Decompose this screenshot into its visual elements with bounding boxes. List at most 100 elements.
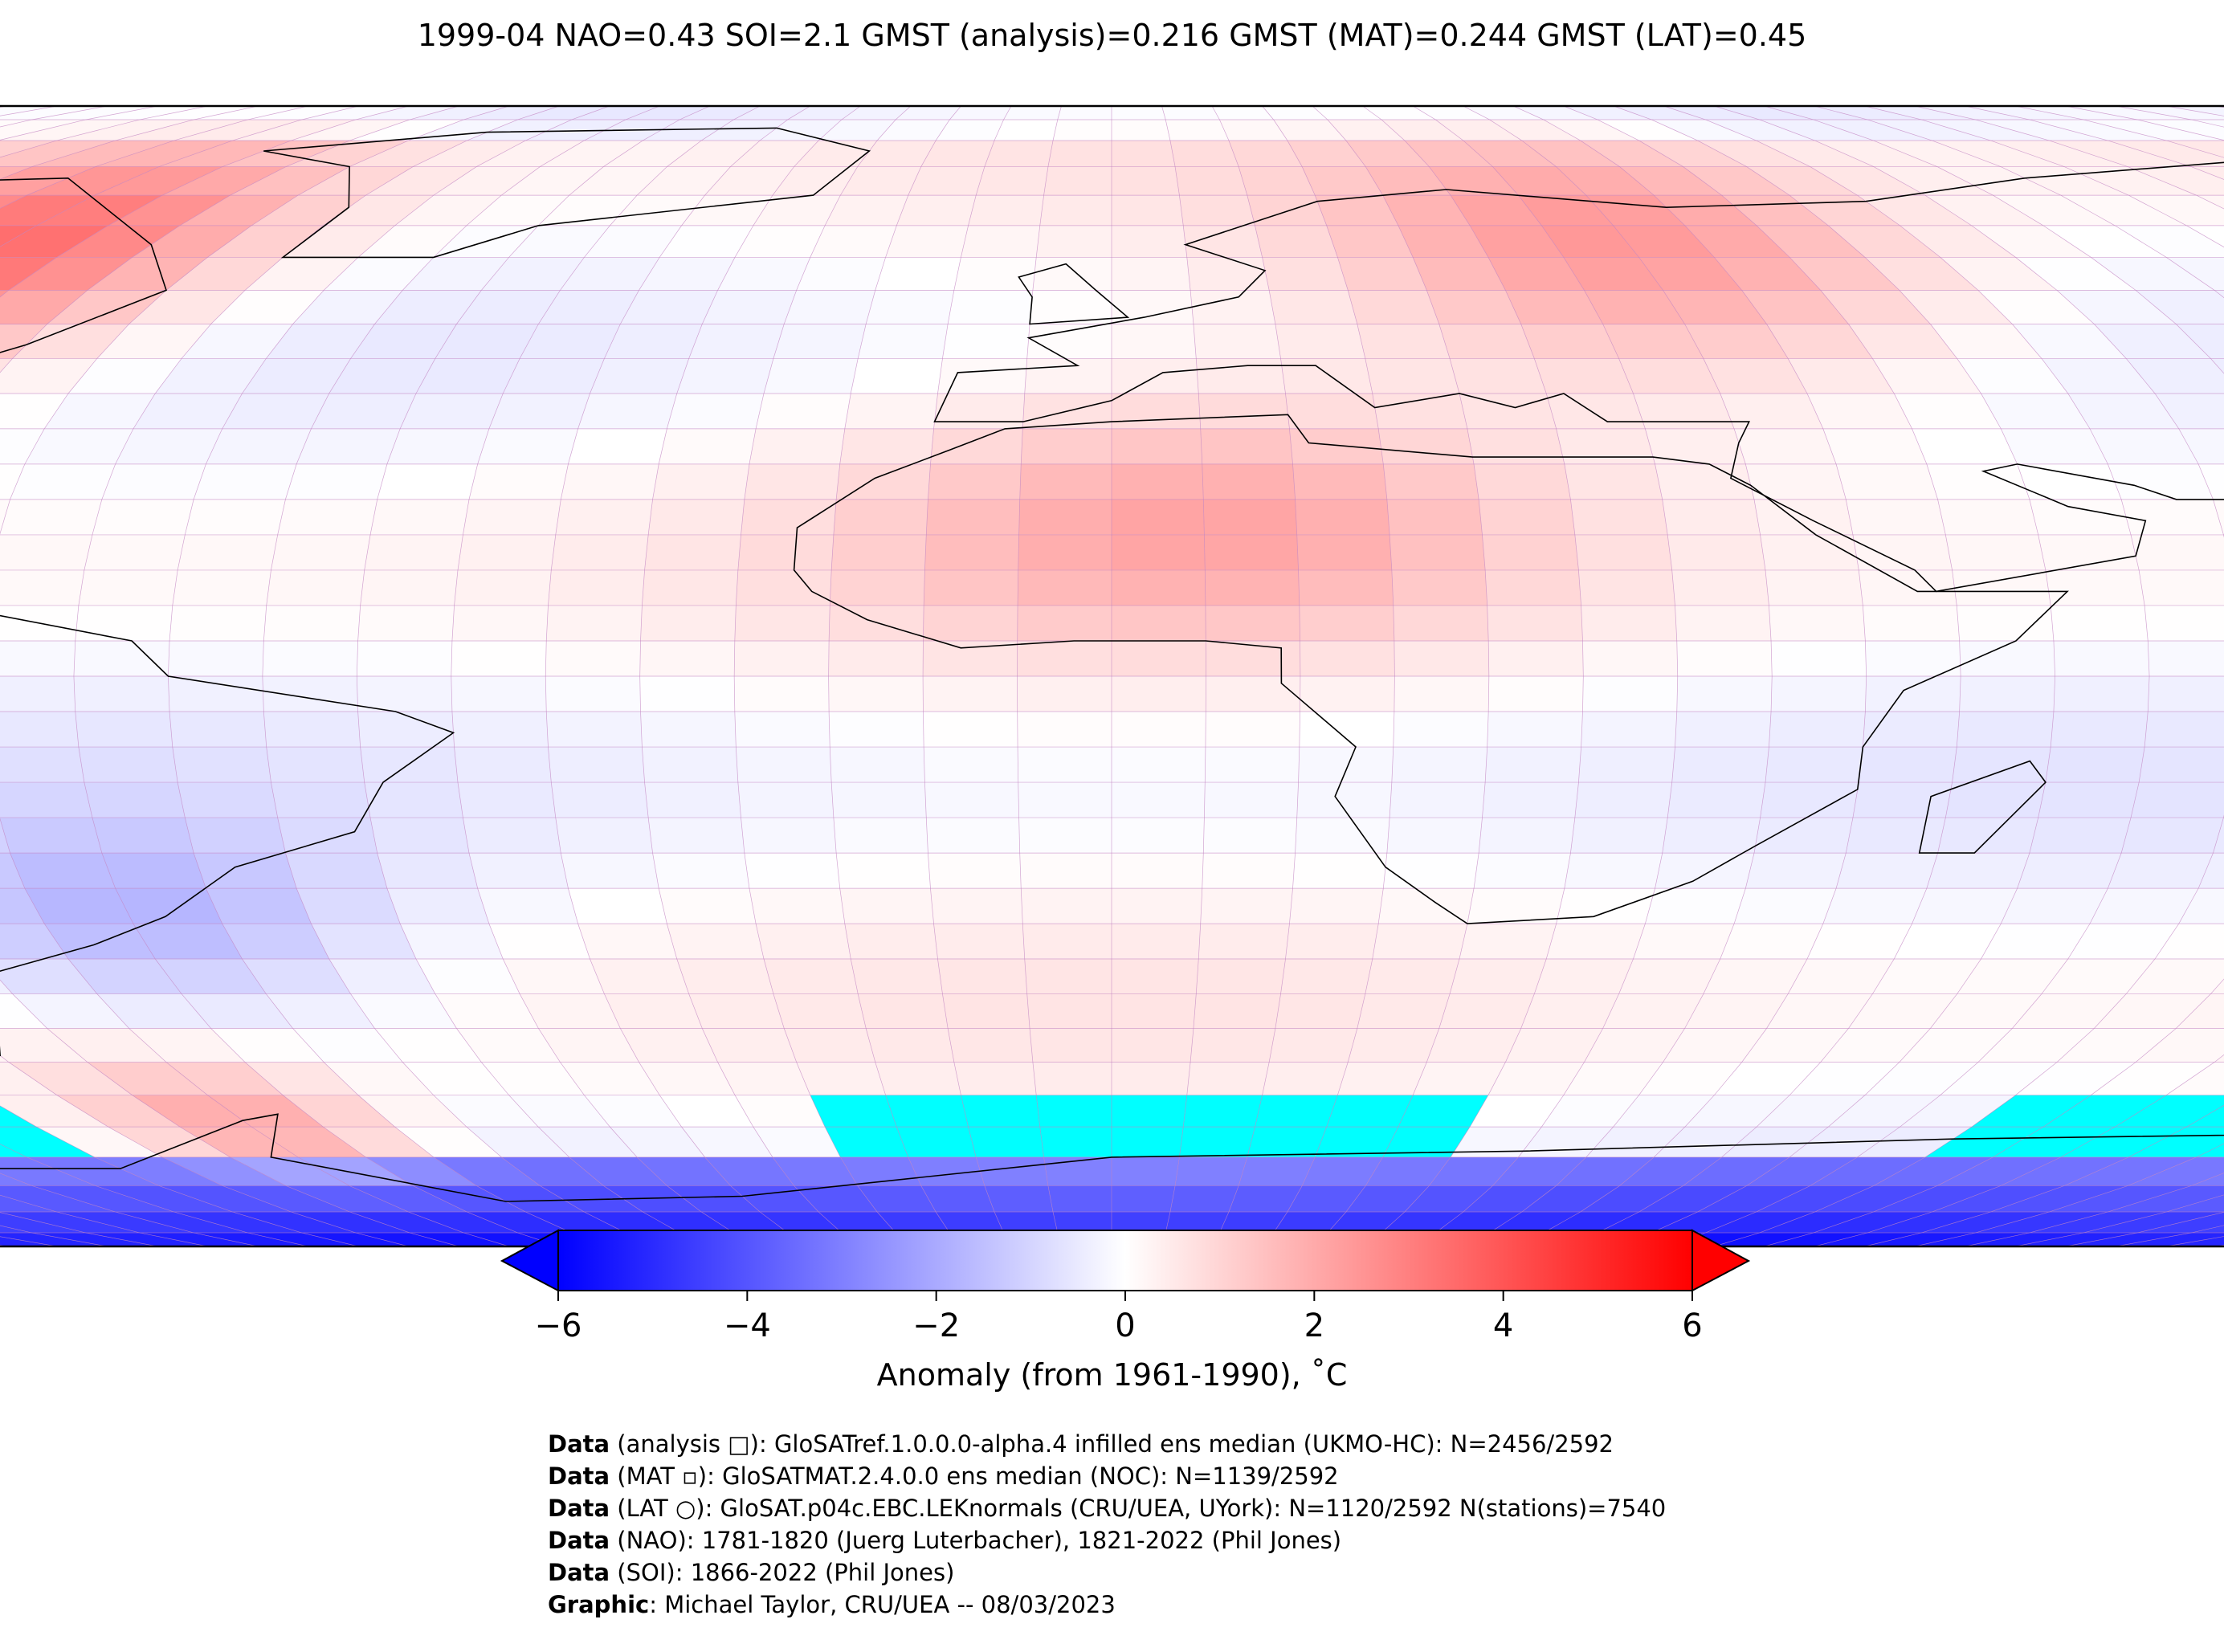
anomaly-cell — [0, 394, 68, 429]
colorbar-tick-label: 2 — [1304, 1307, 1325, 1344]
anomaly-cell — [1759, 1212, 1874, 1233]
anomaly-cell — [1413, 1062, 1506, 1095]
anomaly-cell — [1618, 959, 1720, 994]
anomaly-cell — [1112, 290, 1194, 324]
anomaly-cell — [0, 257, 57, 291]
anomaly-cell — [1112, 141, 1176, 167]
anomaly-cell — [1638, 257, 1742, 291]
anomaly-cell — [1703, 959, 1807, 994]
anomaly-cell — [266, 569, 365, 606]
anomaly-cell — [717, 1062, 810, 1095]
anomaly-cell — [1459, 924, 1557, 959]
anomaly-cell — [1813, 120, 1932, 141]
anomaly-cell — [1633, 924, 1735, 959]
anomaly-cell — [1899, 290, 2013, 324]
anomaly-cell — [182, 993, 293, 1029]
anomaly-cell — [86, 1233, 208, 1246]
anomaly-cell — [1671, 747, 1769, 783]
anomaly-cell — [194, 106, 308, 120]
anomaly-cell — [129, 1028, 246, 1063]
anomaly-cell — [1741, 1028, 1849, 1063]
anomaly-cell — [569, 166, 667, 196]
anomaly-cell — [1345, 141, 1430, 167]
coastline-antarctica — [0, 1113, 2224, 1246]
anomaly-cell — [833, 818, 928, 854]
anomaly-cell — [0, 141, 57, 167]
anomaly-cell — [1675, 606, 1772, 641]
anomaly-cell — [1814, 1185, 1937, 1212]
anomaly-cell — [1357, 993, 1451, 1029]
continent-outlines — [0, 127, 2224, 1246]
anomaly-cell — [451, 712, 549, 747]
anomaly-cell — [358, 225, 467, 258]
anomaly-cell — [1112, 428, 1202, 464]
anomaly-cell — [0, 747, 84, 783]
anomaly-cell — [1684, 324, 1789, 359]
anomaly-cell — [1112, 120, 1170, 141]
anomaly-cell — [1654, 195, 1757, 226]
anomaly-cell — [773, 1156, 858, 1186]
anomaly-cell — [577, 394, 677, 429]
anomaly-cell — [840, 1156, 921, 1186]
anomaly-cell — [1788, 959, 1895, 994]
anomaly-cell — [1047, 141, 1112, 167]
anomaly-cell — [948, 290, 1033, 324]
credit-line: Data (SOI): 1866-2022 (Phil Jones) — [548, 1556, 1666, 1589]
anomaly-cell — [2126, 959, 2224, 994]
anomaly-cell — [1348, 1028, 1439, 1063]
anomaly-cell — [182, 324, 293, 359]
anomaly-cell — [1482, 534, 1579, 570]
anomaly-cell — [1426, 1028, 1521, 1063]
anomaly-cell — [2065, 106, 2192, 120]
colorbar-tick-label: −2 — [912, 1307, 961, 1344]
anomaly-cell — [717, 257, 810, 291]
anomaly-cell — [644, 782, 741, 818]
anomaly-cell — [155, 358, 267, 394]
anomaly-cell — [27, 166, 159, 196]
anomaly-cell — [1865, 257, 1978, 291]
anomaly-cell — [1202, 463, 1296, 500]
anomaly-cell — [1275, 993, 1365, 1029]
anomaly-cell — [12, 324, 129, 359]
anomaly-cell — [469, 463, 569, 500]
anomaly-cell — [1945, 534, 2046, 570]
anomaly-cell — [936, 1212, 1004, 1233]
anomaly-cell — [1165, 1212, 1229, 1233]
anomaly-cell — [1017, 712, 1112, 747]
anomaly-cell — [2083, 120, 2224, 141]
anomaly-cell — [1204, 782, 1299, 818]
anomaly-cell — [2128, 1127, 2224, 1157]
anomaly-cell — [1198, 394, 1290, 429]
anomaly-cell — [1021, 888, 1112, 924]
anomaly-cell — [1959, 641, 2055, 676]
anomaly-cell — [1865, 1062, 1978, 1095]
anomaly-cell — [648, 818, 745, 854]
credit-key: Data — [548, 1527, 610, 1554]
anomaly-cell — [773, 324, 867, 359]
anomaly-cell — [896, 106, 961, 120]
anomaly-cell — [1435, 1212, 1522, 1233]
anomaly-cell — [350, 993, 457, 1029]
anomaly-cell — [1867, 120, 1991, 141]
anomaly-cell — [232, 120, 356, 141]
anomaly-cell — [1112, 534, 1206, 570]
anomaly-cell — [810, 225, 897, 258]
anomaly-cell — [760, 1212, 842, 1233]
anomaly-cell — [1618, 358, 1720, 394]
anomaly-cell — [829, 712, 924, 747]
anomaly-cell — [31, 1233, 158, 1246]
anomaly-cell — [179, 1127, 299, 1157]
anomaly-cell — [828, 676, 924, 712]
anomaly-cell — [413, 1185, 526, 1212]
anomaly-cell — [1229, 1185, 1303, 1212]
anomaly-cell — [0, 120, 141, 141]
anomaly-cell — [2017, 463, 2122, 500]
anomaly-cell — [560, 257, 660, 291]
anomaly-cell — [1807, 394, 1912, 429]
anomaly-cell — [1645, 428, 1746, 464]
anomaly-cell — [301, 1233, 409, 1246]
anomaly-cell — [1822, 428, 1927, 464]
anomaly-cell — [2108, 141, 2224, 167]
anomaly-cell — [1474, 463, 1571, 500]
